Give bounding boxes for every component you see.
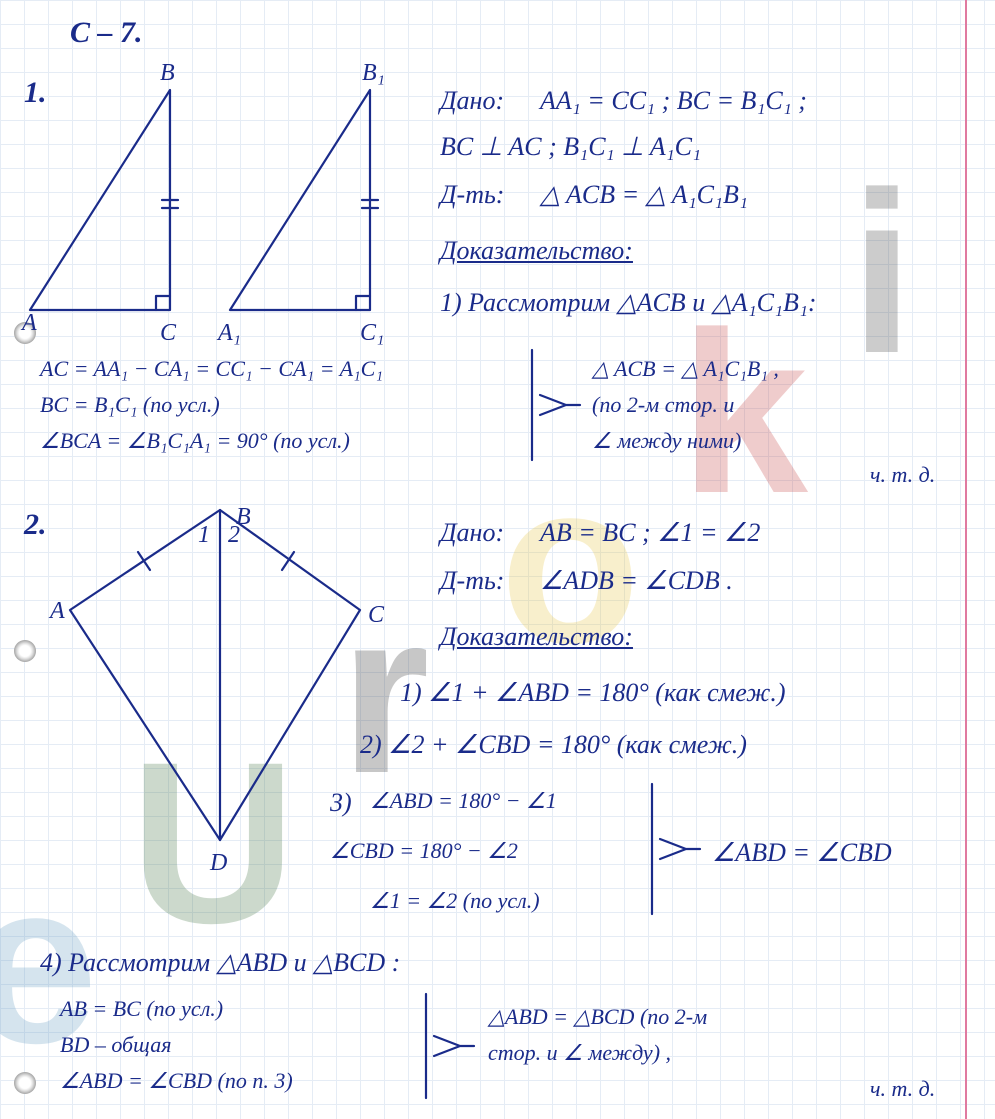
p1-given-label: Дано: [440,88,504,114]
p1-prove-label: Д-ть: [440,182,504,208]
p2-step3-right: ∠ABD = ∠CBD [712,840,892,866]
p1-proof-label: Доказательство: [440,238,633,264]
page-content: C – 7. 1. A C B A₁ C₁ B₁ Дано: AA₁ = CC₁… [0,0,995,1119]
p2-step4-r1: △ABD = △BCD (по 2-м [488,1006,707,1028]
p2-step3-brace [646,784,706,914]
p2-step1: 1) ∠1 + ∠ABD = 180° (как смеж.) [400,680,786,706]
p1-prove: △ ACB = △ A₁C₁B₁ [540,182,748,208]
p2-step2: 2) ∠2 + ∠CBD = 180° (как смеж.) [360,732,747,758]
label-B: B [160,60,175,86]
p1-right-1: △ ACB = △ A₁C₁B₁ , [592,358,779,380]
p1-step1: 1) Рассмотрим △ACB и △A₁C₁B₁: [440,290,817,316]
p2-qed: ч. т. д. [870,1078,935,1100]
p1-given-2: BC ⊥ AC ; B₁C₁ ⊥ A₁C₁ [440,134,701,160]
p2-prove: ∠ADB = ∠CDB . [540,568,733,594]
label-B1: B₁ [362,60,385,86]
label-A: A [20,310,37,336]
p1-right-2: (по 2-м стор. и [592,394,734,416]
p2-given-label: Дано: [440,520,504,546]
p2-step4-l3: ∠ABD = ∠CBD (по п. 3) [60,1070,293,1092]
p2-proof-label: Доказательство: [440,624,633,650]
p1-right-3: ∠ между ними) [592,430,741,452]
p1-left-2: BC = B₁C₁ (по усл.) [40,394,220,416]
label-D: D [209,850,227,876]
p2-step4-l2: BD – общая [60,1034,171,1056]
p2-figure: B 1 2 A C D [50,510,390,890]
p2-step4: 4) Рассмотрим △ABD и △BCD : [40,950,400,976]
p1-figure: A C B A₁ C₁ B₁ [30,80,410,350]
page-header: C – 7. [70,18,143,48]
p2-step4-brace [420,994,480,1098]
label-A2: A [48,598,65,624]
p1-left-3: ∠BCA = ∠B₁C₁A₁ = 90° (по усл.) [40,430,350,452]
label-C2: C [368,602,385,628]
p2-step3-l3: ∠1 = ∠2 (по усл.) [370,890,540,912]
label-C1: C₁ [360,320,384,346]
p2-number: 2. [24,510,47,540]
label-angle2: 2 [228,522,240,548]
p2-step4-l1: AB = BC (по усл.) [60,998,223,1020]
p2-step3-l2: ∠CBD = 180° − ∠2 [330,840,518,862]
p1-qed: ч. т. д. [870,464,935,486]
label-angle1: 1 [198,522,210,548]
p1-left-1: AC = AA₁ − CA₁ = CC₁ − CA₁ = A₁C₁ [40,358,383,380]
p2-step3-l1: ∠ABD = 180° − ∠1 [370,790,557,812]
p2-step3-label: 3) [330,790,352,816]
p1-brace [526,350,586,460]
p1-given-1: AA₁ = CC₁ ; BC = B₁C₁ ; [540,88,807,114]
label-C: C [160,320,177,346]
p2-prove-label: Д-ть: [440,568,504,594]
label-A1: A₁ [216,320,241,346]
p2-given: AB = BC ; ∠1 = ∠2 [540,520,760,546]
p2-step4-r2: стор. и ∠ между) , [488,1042,671,1064]
